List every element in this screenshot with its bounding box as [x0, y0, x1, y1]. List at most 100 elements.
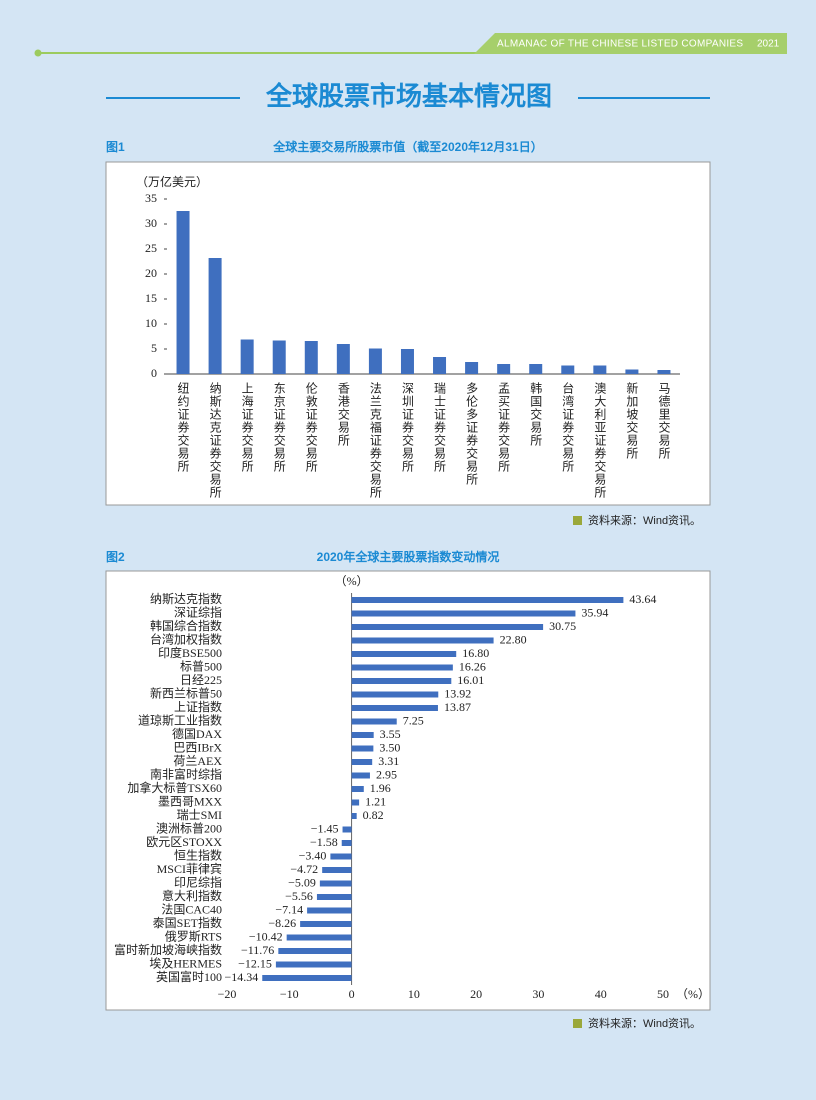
category-label: 加拿大标普TSX60	[127, 780, 222, 795]
page-title: 全球股票市场基本情况图	[265, 81, 552, 111]
value-label: 3.31	[378, 754, 399, 768]
figure-label: 图1	[106, 140, 125, 154]
bar	[625, 369, 639, 374]
value-label: −3.40	[299, 848, 327, 862]
category-label: 埃及HERMES	[149, 956, 222, 970]
category-label: 韩国综合指数	[150, 618, 222, 633]
bar	[351, 691, 439, 698]
value-label: −14.34	[224, 970, 258, 984]
value-label: −1.45	[311, 821, 339, 835]
category-label: 澳洲标普200	[156, 821, 222, 835]
value-label: 16.80	[462, 646, 489, 660]
bar	[351, 610, 576, 617]
bar	[657, 370, 671, 374]
bar	[351, 759, 373, 765]
source-marker	[573, 516, 582, 525]
bar	[272, 340, 286, 374]
bar	[351, 597, 624, 603]
bar	[368, 348, 382, 374]
value-label: −11.76	[241, 943, 274, 957]
value-label: −12.15	[238, 956, 272, 970]
x-tick-label: 澳大利亚证券交易所	[593, 382, 607, 499]
x-tick-label: 瑞士证券交易所	[433, 382, 447, 473]
bar	[351, 813, 357, 819]
value-label: −10.42	[249, 929, 283, 943]
chart-title: 全球主要交易所股票市值（截至2020年12月31日）	[272, 139, 542, 154]
value-label: 22.80	[500, 632, 527, 646]
category-label: 墨西哥MXX	[158, 794, 222, 808]
category-label: MSCI菲律宾	[157, 861, 222, 876]
publication: ALMANAC OF THE CHINESE LISTED COMPANIES	[497, 39, 743, 50]
value-label: 35.94	[581, 605, 608, 619]
category-label: 富时新加坡海峡指数	[114, 942, 222, 957]
bar	[351, 678, 452, 684]
figure-label: 图2	[106, 550, 125, 564]
bar	[286, 934, 352, 941]
x-tick-label: 伦敦证券交易所	[304, 381, 318, 473]
bar	[351, 732, 374, 738]
value-label: 1.21	[365, 794, 386, 808]
x-tick-label: 东京证券交易所	[272, 382, 286, 473]
category-label: 新西兰标普50	[150, 685, 222, 700]
header-tab	[474, 33, 787, 54]
category-label: 俄罗斯RTS	[165, 929, 222, 943]
bar	[240, 339, 254, 374]
category-label: 法国CAC40	[161, 902, 222, 916]
bar	[593, 365, 607, 374]
value-label: −8.26	[268, 916, 296, 930]
x-tick-label: 0	[349, 987, 355, 1001]
value-label: −7.14	[275, 902, 303, 916]
category-label: 南非富时综指	[150, 766, 222, 781]
x-tick-label: 纽约证券交易所	[176, 382, 190, 473]
value-label: 16.01	[457, 673, 484, 687]
value-label: −5.09	[288, 875, 316, 889]
source-marker	[573, 1019, 582, 1028]
x-tick-label: 马德里交易所	[657, 382, 671, 460]
x-tick-label: 30	[532, 987, 544, 1001]
bar	[278, 948, 352, 954]
category-label: 纳斯达克指数	[150, 591, 222, 606]
x-tick-label: 台湾证券交易所	[561, 381, 575, 473]
chart-title: 2020年全球主要股票指数变动情况	[317, 549, 500, 564]
bar	[351, 624, 544, 630]
category-label: 恒生指数	[174, 847, 222, 862]
value-label: 43.64	[629, 592, 656, 606]
bar	[322, 867, 352, 873]
bar	[275, 961, 352, 968]
x-tick-label: 香港交易所	[336, 382, 350, 447]
value-label: 30.75	[549, 619, 576, 633]
category-label: 欧元区STOXX	[146, 835, 222, 849]
value-label: −4.72	[290, 862, 318, 876]
bar	[300, 921, 352, 927]
category-label: 道琼斯工业指数	[138, 712, 222, 727]
category-label: 印度BSE500	[158, 645, 222, 660]
value-label: −5.56	[285, 889, 313, 903]
bar	[351, 705, 438, 711]
category-label: 意大利指数	[162, 888, 222, 903]
bar	[433, 357, 447, 374]
bar	[330, 853, 352, 860]
x-tick-label: 50	[657, 987, 669, 1001]
value-label: 1.96	[370, 781, 391, 795]
category-label: 上证指数	[174, 699, 222, 714]
category-label: 日经225	[180, 673, 222, 687]
value-label: 0.82	[363, 808, 384, 822]
category-label: 印尼综指	[174, 874, 222, 889]
value-label: 13.92	[444, 686, 471, 700]
y-tick-label: 20	[145, 266, 157, 280]
bar	[465, 362, 479, 374]
category-label: 英国富时100	[156, 969, 222, 984]
bar	[336, 344, 350, 374]
chart-frame	[105, 161, 711, 506]
bar	[176, 211, 190, 374]
bar	[208, 258, 222, 374]
y-tick-label: 25	[145, 241, 157, 255]
x-tick-label: 纳斯达克证券交易所	[208, 382, 222, 499]
value-label: 13.87	[444, 700, 471, 714]
y-tick-label: 10	[145, 316, 157, 330]
x-tick-label: 多伦多证券交易所	[465, 382, 479, 486]
x-tick-label: 新加坡交易所	[625, 381, 639, 460]
x-tick-label: 上海证券交易所	[240, 382, 254, 473]
chart-frame	[105, 570, 711, 1011]
bar	[316, 894, 352, 900]
